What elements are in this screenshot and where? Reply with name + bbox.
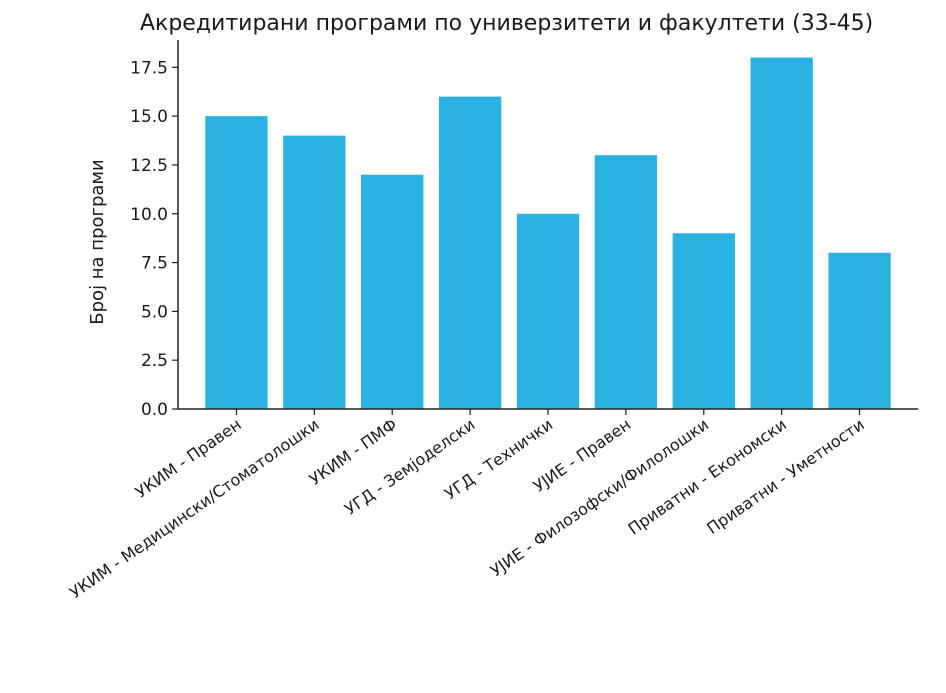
- bar: [828, 252, 891, 409]
- y-tick-label: 17.5: [130, 58, 168, 78]
- bar: [205, 116, 268, 410]
- bar: [672, 233, 735, 409]
- y-tick-label: 7.5: [141, 254, 168, 274]
- y-tick-label: 15.0: [130, 107, 168, 127]
- y-tick-label: 2.5: [141, 351, 168, 371]
- y-tick-label: 0.0: [141, 400, 168, 420]
- bar: [438, 96, 502, 409]
- y-axis-ticks: 0.0 2.5 5.0 7.5 10.0 12.5 15.0 17.5: [130, 58, 178, 420]
- y-tick-label: 10.0: [130, 205, 168, 225]
- bar: [361, 174, 424, 409]
- y-tick-label: 12.5: [130, 156, 168, 176]
- x-tick-label: УГД - Земјоделски: [341, 415, 478, 519]
- bars-group: [205, 57, 891, 410]
- bar: [283, 135, 346, 409]
- y-tick-label: 5.0: [141, 302, 168, 322]
- bar: [750, 57, 813, 409]
- bar: [516, 213, 580, 409]
- y-axis-label: Број на програми: [87, 159, 108, 324]
- bar: [594, 155, 658, 409]
- chart-title: Акредитирани програми по универзитети и …: [140, 11, 873, 36]
